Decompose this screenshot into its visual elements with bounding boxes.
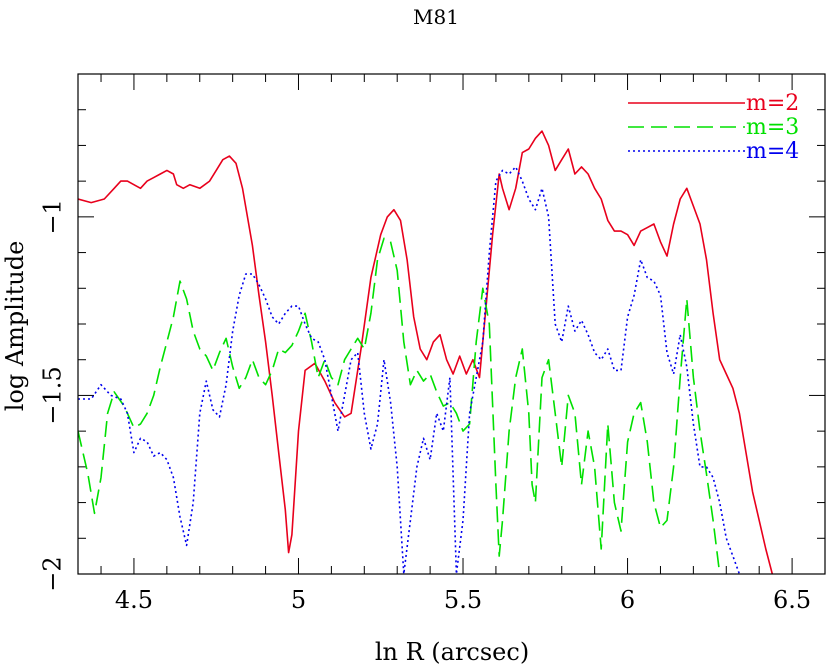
legend: m=2m=3m=4 xyxy=(628,91,799,164)
x-axis-label: ln R (arcsec) xyxy=(375,638,529,666)
x-tick-label: 5 xyxy=(291,586,306,614)
tick-labels: 4.5 5 5.5 6 6.5 −1 −1.5 −2 xyxy=(39,199,812,614)
legend-label-m2: m=2 xyxy=(746,91,799,116)
legend-label-m3: m=3 xyxy=(746,115,799,140)
series-line-m3 xyxy=(78,237,721,574)
y-tick-label: −1 xyxy=(39,199,67,234)
y-axis-label: log Amplitude xyxy=(1,241,29,412)
y-tick-label: −2 xyxy=(39,556,67,591)
chart-series xyxy=(78,130,774,574)
x-tick-label: 4.5 xyxy=(115,586,153,614)
legend-label-m4: m=4 xyxy=(746,139,799,164)
series-line-m4 xyxy=(78,166,741,574)
plot-frame xyxy=(77,73,826,575)
axis-ticks xyxy=(78,73,826,575)
x-tick-label: 6.5 xyxy=(773,586,811,614)
x-tick-label: 5.5 xyxy=(444,586,482,614)
chart-title: M81 xyxy=(413,5,459,29)
y-tick-label: −1.5 xyxy=(39,366,67,424)
series-line-m2 xyxy=(78,130,774,574)
x-tick-label: 6 xyxy=(620,586,635,614)
